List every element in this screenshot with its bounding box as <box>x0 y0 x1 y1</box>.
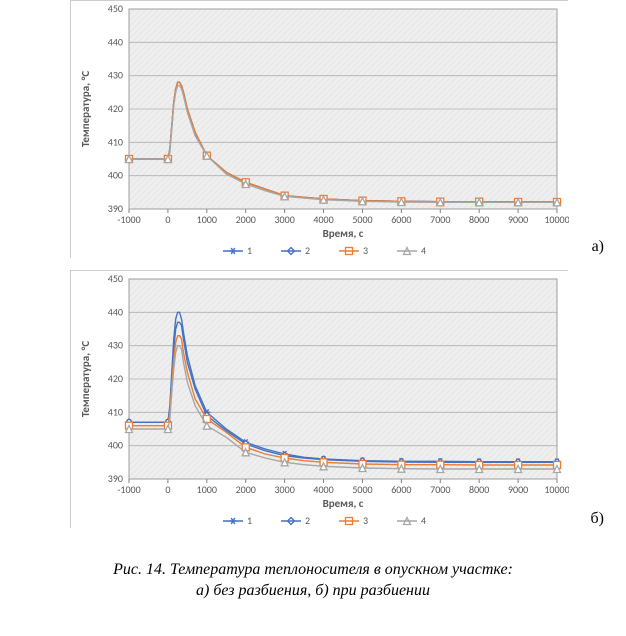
svg-text:1000: 1000 <box>197 213 217 226</box>
chart-b: 390400410420430440450-100001000200030004… <box>71 271 569 529</box>
svg-text:0: 0 <box>165 483 170 496</box>
svg-text:430: 430 <box>108 339 123 352</box>
svg-text:0: 0 <box>165 213 170 226</box>
svg-text:5000: 5000 <box>352 213 372 226</box>
svg-text:420: 420 <box>108 102 123 115</box>
svg-text:6000: 6000 <box>391 213 411 226</box>
svg-text:430: 430 <box>108 69 123 82</box>
svg-text:4: 4 <box>421 514 426 527</box>
chart-a-frame: 390400410420430440450-100001000200030004… <box>70 0 568 258</box>
svg-text:10000: 10000 <box>544 213 569 226</box>
svg-text:3: 3 <box>363 244 368 257</box>
caption-line2: а) без разбиения, б) при разбиении <box>10 581 616 602</box>
svg-text:2000: 2000 <box>236 483 256 496</box>
svg-text:450: 450 <box>108 2 123 15</box>
svg-text:410: 410 <box>108 405 123 418</box>
svg-text:10000: 10000 <box>544 483 569 496</box>
svg-text:1: 1 <box>247 514 252 527</box>
svg-text:3: 3 <box>363 514 368 527</box>
svg-text:400: 400 <box>108 169 123 182</box>
svg-text:8000: 8000 <box>469 213 489 226</box>
svg-text:4000: 4000 <box>313 483 333 496</box>
svg-text:2000: 2000 <box>236 213 256 226</box>
svg-text:2: 2 <box>305 244 310 257</box>
svg-text:3000: 3000 <box>274 213 294 226</box>
svg-text:410: 410 <box>108 135 123 148</box>
svg-text:1: 1 <box>247 244 252 257</box>
chart-a: 390400410420430440450-100001000200030004… <box>71 1 569 259</box>
svg-text:-1000: -1000 <box>117 483 140 496</box>
panel-b-label: б) <box>591 510 604 528</box>
svg-text:6000: 6000 <box>391 483 411 496</box>
panel-a-label: а) <box>592 238 604 256</box>
figure-caption: Рис. 14. Температура теплоносителя в опу… <box>10 560 616 602</box>
svg-text:Время, с: Время, с <box>323 497 364 510</box>
caption-line1: Рис. 14. Температура теплоносителя в опу… <box>10 560 616 581</box>
svg-text:-1000: -1000 <box>117 213 140 226</box>
chart-b-frame: 390400410420430440450-100001000200030004… <box>70 270 568 528</box>
svg-text:1000: 1000 <box>197 483 217 496</box>
svg-text:Температура, °С: Температура, °С <box>79 341 92 417</box>
svg-text:440: 440 <box>108 305 123 318</box>
svg-text:420: 420 <box>108 372 123 385</box>
svg-text:9000: 9000 <box>508 483 528 496</box>
svg-text:Время, с: Время, с <box>323 227 364 240</box>
svg-text:8000: 8000 <box>469 483 489 496</box>
svg-text:5000: 5000 <box>352 483 372 496</box>
svg-text:2: 2 <box>305 514 310 527</box>
svg-text:Температура, °С: Температура, °С <box>79 71 92 147</box>
svg-text:7000: 7000 <box>430 213 450 226</box>
svg-text:4000: 4000 <box>313 213 333 226</box>
svg-text:400: 400 <box>108 439 123 452</box>
svg-text:3000: 3000 <box>274 483 294 496</box>
svg-text:450: 450 <box>108 272 123 285</box>
svg-text:4: 4 <box>421 244 426 257</box>
svg-text:9000: 9000 <box>508 213 528 226</box>
svg-text:7000: 7000 <box>430 483 450 496</box>
svg-text:440: 440 <box>108 35 123 48</box>
